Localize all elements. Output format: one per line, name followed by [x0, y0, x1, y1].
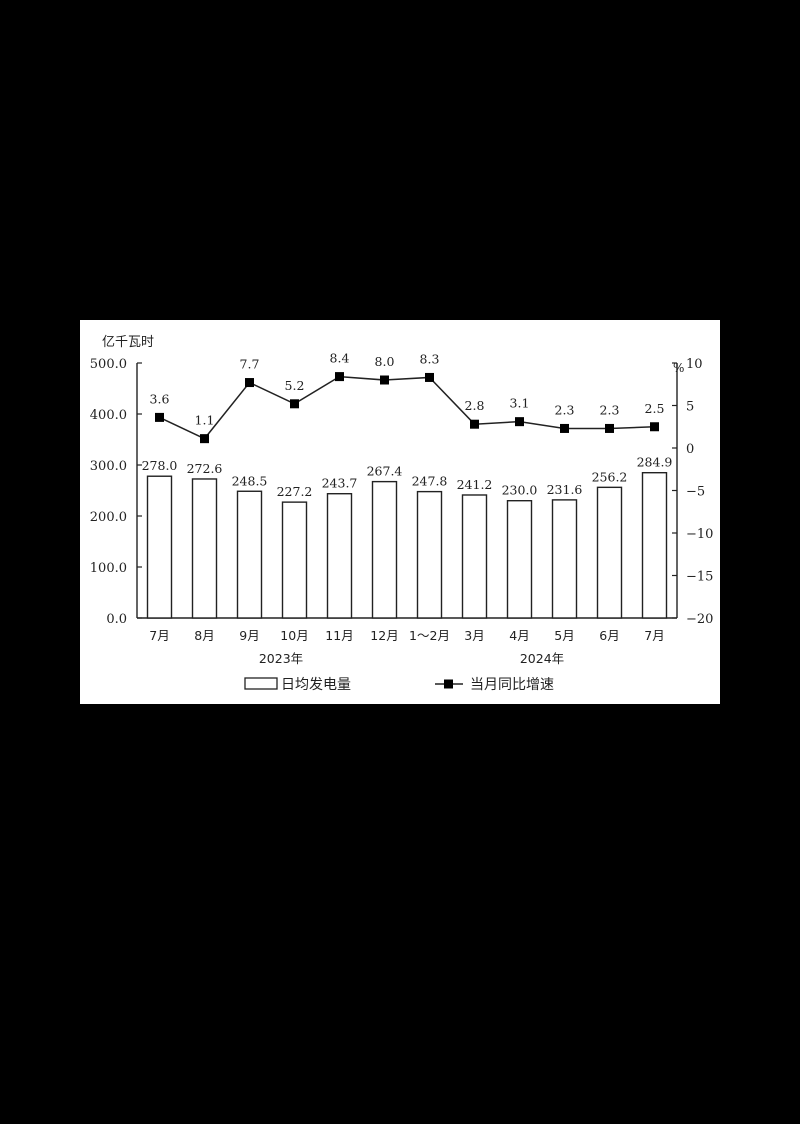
- x-tick-label: 10月: [280, 628, 308, 643]
- bar-series: 278.0 272.6 248.5 227.2 243.7 267.4 247.8 241.2…: [142, 455, 673, 619]
- x-tick-label: 8月: [194, 628, 214, 643]
- year-label: 2024年: [520, 651, 564, 666]
- combo-chart: 亿千瓦时 % 500.0 400.0 300.0 200.0 100.0 0.0 10 5 0 −…: [90, 335, 714, 693]
- x-tick-label: 7月: [644, 628, 664, 643]
- line-value-label: 3.1: [510, 396, 530, 411]
- legend-line-label: 当月同比增速: [470, 677, 554, 693]
- legend-bar-label: 日均发电量: [281, 677, 351, 693]
- bar-value-label: 227.2: [277, 484, 313, 499]
- line-value-label: 2.8: [465, 398, 485, 413]
- bar: [416, 490, 443, 619]
- x-tick-label: 3月: [464, 628, 484, 643]
- line-value-label: 8.0: [375, 354, 395, 369]
- bar-value-label: 256.2: [592, 469, 628, 484]
- right-axis-tick: 0: [686, 442, 694, 457]
- left-axis-title: 亿千瓦时: [102, 335, 154, 350]
- left-axis-tick: 400.0: [90, 408, 127, 423]
- bar: [461, 494, 488, 619]
- bar-value-label: 231.6: [547, 482, 583, 497]
- year-label: 2023年: [259, 651, 303, 666]
- x-tick-label: 4月: [509, 628, 529, 643]
- line-value-label: 8.3: [420, 351, 440, 366]
- x-tick-label: 5月: [554, 628, 574, 643]
- growth-line: [159, 375, 655, 440]
- x-tick-label: 6月: [599, 628, 619, 643]
- bar: [641, 472, 668, 619]
- line-marker: [245, 378, 254, 388]
- bar: [326, 493, 353, 619]
- line-marker: [155, 412, 164, 422]
- bar: [506, 499, 533, 619]
- bar-value-label: 243.7: [322, 476, 358, 491]
- bar: [281, 501, 308, 619]
- bar: [371, 480, 398, 619]
- x-tick-label: 7月: [149, 628, 169, 643]
- axes: 500.0 400.0 300.0 200.0 100.0 0.0 10 5 0 −5 −10 −15…: [90, 357, 714, 627]
- right-axis-tick: 5: [686, 400, 694, 415]
- line-marker: [515, 417, 524, 427]
- left-axis-tick: 200.0: [90, 510, 127, 525]
- line-marker: [335, 372, 344, 382]
- chart-panel: 亿千瓦时 % 500.0 400.0 300.0 200.0 100.0 0.0 10 5 0 −…: [80, 320, 720, 704]
- bar-value-label: 230.0: [502, 483, 538, 498]
- line-value-label: 8.4: [330, 351, 350, 366]
- bar-value-label: 272.6: [187, 461, 223, 476]
- bar-value-label: 284.9: [637, 455, 673, 470]
- legend: 日均发电量 当月同比增速: [244, 677, 554, 693]
- right-axis-tick: 10: [686, 357, 703, 372]
- right-axis-tick: −20: [686, 612, 713, 627]
- line-value-label: 3.6: [150, 391, 170, 406]
- line-value-label: 7.7: [240, 357, 260, 372]
- line-marker: [290, 399, 299, 409]
- right-axis-title: %: [673, 361, 684, 375]
- left-axis-tick: 500.0: [90, 357, 127, 372]
- bar: [596, 486, 623, 619]
- bar-value-label: 267.4: [367, 464, 403, 479]
- line-marker: [380, 375, 389, 385]
- line-marker: [560, 423, 569, 433]
- line-marker: [470, 419, 479, 429]
- right-axis-tick: −15: [686, 570, 713, 585]
- x-axis-labels: 7月 8月 9月 10月 11月 12月 1～2月 3月 4月 5月 6月 7月 2023年 2024年: [149, 628, 664, 666]
- x-tick-label: 12月: [370, 628, 398, 643]
- bar-value-label: 278.0: [142, 458, 178, 473]
- line-marker: [425, 372, 434, 382]
- line-value-label: 5.2: [285, 378, 305, 393]
- bar: [191, 478, 218, 619]
- bar-value-label: 247.8: [412, 474, 448, 489]
- line-value-label: 1.1: [195, 413, 215, 428]
- x-tick-label: 1～2月: [409, 628, 450, 643]
- left-axis-tick: 100.0: [90, 561, 127, 576]
- line-marker: [650, 422, 659, 432]
- bar-value-label: 241.2: [457, 477, 493, 492]
- right-axis-tick: −10: [686, 527, 713, 542]
- line-marker: [200, 434, 209, 444]
- left-axis-tick: 0.0: [106, 612, 127, 627]
- bar: [146, 475, 173, 619]
- line-marker: [605, 423, 614, 433]
- bar-value-label: 248.5: [232, 473, 268, 488]
- line-series: 3.6 1.1 7.7 5.2 8.4 8.0 8.3 2.8 3.1 2.3 2.3 2.5: [150, 351, 665, 444]
- x-tick-label: 11月: [325, 628, 353, 643]
- legend-marker-icon: [444, 679, 453, 689]
- line-value-label: 2.5: [645, 401, 665, 416]
- x-tick-label: 9月: [239, 628, 259, 643]
- left-axis-tick: 300.0: [90, 459, 127, 474]
- line-value-label: 2.3: [600, 402, 620, 417]
- legend-bar-swatch: [244, 677, 278, 690]
- right-axis-tick: −5: [686, 485, 705, 500]
- bar: [551, 499, 578, 619]
- bar: [236, 490, 263, 619]
- line-value-label: 2.3: [555, 402, 575, 417]
